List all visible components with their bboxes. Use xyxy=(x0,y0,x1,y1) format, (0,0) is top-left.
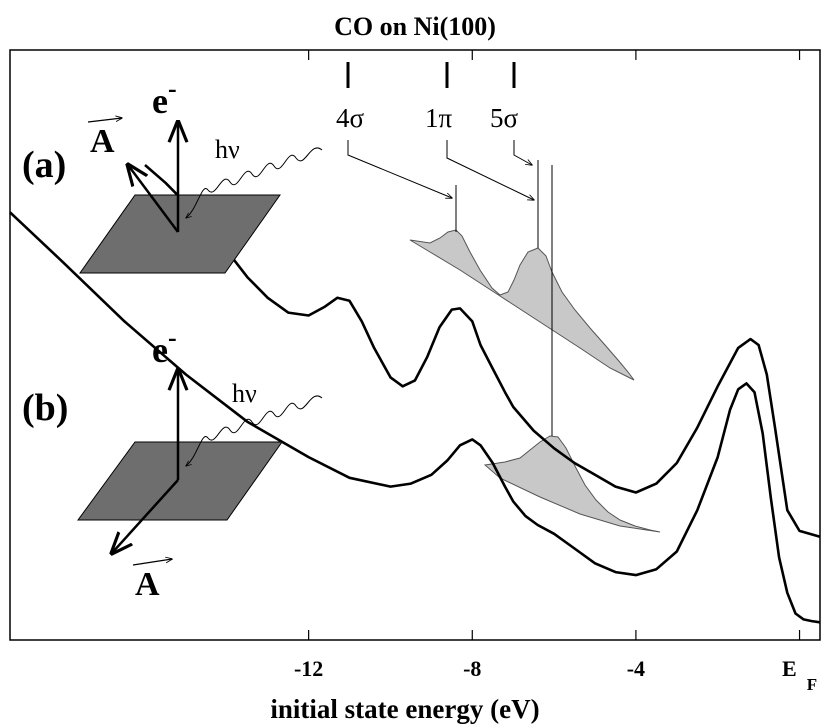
vector-label-a: A xyxy=(90,123,115,160)
photon-wave-a xyxy=(186,147,323,218)
panel-label-b: (b) xyxy=(22,387,68,429)
arrow-4sigma xyxy=(347,140,452,198)
orbital-label-1pi: 1π xyxy=(425,103,453,133)
vector-a-arrow xyxy=(128,165,180,233)
electron-label-b: e- xyxy=(152,323,177,370)
panel-b-schematic: (b) e- hν A xyxy=(22,323,323,603)
spectra xyxy=(9,164,821,624)
shaded-area-a xyxy=(409,229,635,381)
photon-label-b: hν xyxy=(232,379,257,408)
vector-label-b: A xyxy=(135,566,160,603)
surface-a xyxy=(79,194,281,274)
arrow-5sigma xyxy=(513,140,532,165)
surface-b xyxy=(77,441,283,521)
orbital-label-5sigma: 5σ xyxy=(490,103,519,133)
x-tick-label: -8 xyxy=(463,656,481,681)
x-tick-label: -4 xyxy=(627,656,645,681)
photon-wave-b xyxy=(186,395,323,466)
electron-label-a: e- xyxy=(152,74,177,121)
panel-label-a: (a) xyxy=(22,144,66,186)
spectrum-line-a xyxy=(144,164,821,539)
vector-b-arrow xyxy=(112,479,179,553)
plot-frame xyxy=(9,49,821,641)
vector-overarrow-b xyxy=(132,559,172,566)
x-tick-label: EF xyxy=(782,656,817,694)
vector-overarrow-a xyxy=(87,118,122,123)
x-tick-label: -12 xyxy=(294,656,323,681)
spectrum-line-b xyxy=(9,211,821,624)
chart-title: CO on Ni(100) xyxy=(334,12,496,41)
panel-a-schematic: (a) e- hν A xyxy=(22,74,323,274)
photon-label-a: hν xyxy=(215,135,240,164)
arrow-1pi xyxy=(446,140,534,200)
x-ticks: -12 -8 -4 EF xyxy=(294,50,817,694)
orbital-label-4sigma: 4σ xyxy=(336,103,365,133)
x-axis-label: initial state energy (eV) xyxy=(270,694,539,724)
shaded-area-b xyxy=(483,435,661,533)
